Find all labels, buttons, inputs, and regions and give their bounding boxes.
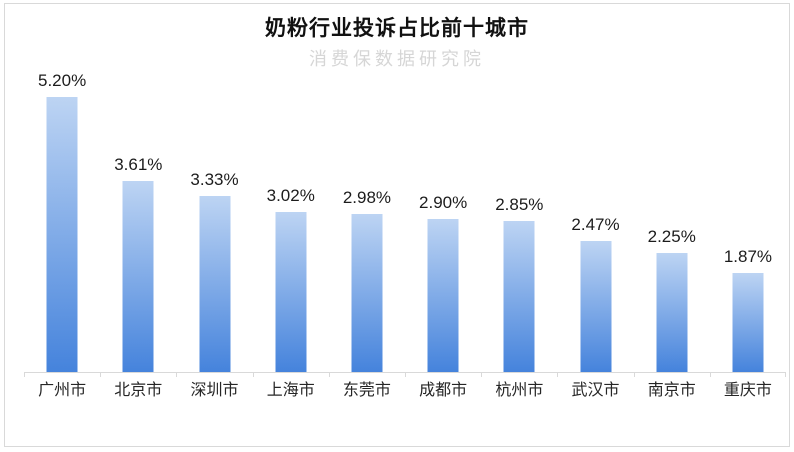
- bar: [275, 212, 307, 372]
- bar-group: 2.25%: [634, 97, 710, 372]
- bar-value-label: 2.47%: [571, 215, 620, 235]
- bar: [732, 273, 764, 372]
- bar-value-label: 3.33%: [190, 169, 239, 189]
- x-axis-label: 上海市: [266, 382, 315, 399]
- axis-tick: [24, 372, 25, 377]
- bar-value-label: 3.02%: [266, 186, 315, 206]
- axis-tick: [633, 372, 635, 377]
- x-axis-label: 武汉市: [571, 382, 620, 399]
- bar: [46, 97, 78, 372]
- plot-area: 5.20% 3.61% 3.33% 3.02% 2.98% 2.90% 2.85…: [24, 71, 786, 377]
- x-axis-label: 广州市: [38, 382, 87, 399]
- x-axis-labels: 广州市 北京市 深圳市 上海市 东莞市 成都市 杭州市 武汉市 南京市 重庆市: [24, 381, 786, 400]
- bar-group: 3.61%: [100, 97, 176, 372]
- axis-tick: [785, 372, 786, 377]
- axis-tick: [709, 372, 711, 377]
- x-axis-label: 北京市: [114, 382, 163, 399]
- bar: [427, 218, 459, 372]
- axis-tick: [405, 372, 406, 377]
- x-axis-label: 东莞市: [342, 382, 391, 399]
- bar-group: 5.20%: [24, 71, 100, 372]
- bar-value-label: 1.87%: [723, 247, 773, 267]
- bar: [580, 241, 612, 372]
- x-axis-label: 成都市: [419, 382, 468, 399]
- bar: [503, 221, 535, 372]
- bar-value-label: 5.20%: [38, 71, 87, 90]
- axis-tick: [557, 372, 559, 377]
- bar-group: 2.85%: [481, 97, 557, 372]
- x-axis-label: 杭州市: [495, 382, 544, 399]
- bar-group: 3.02%: [253, 97, 329, 372]
- bar: [199, 195, 230, 372]
- axis-tick: [100, 372, 102, 377]
- bar-value-label: 3.61%: [114, 155, 163, 175]
- axis-tick: [252, 372, 254, 377]
- x-axis-label: 南京市: [647, 382, 696, 399]
- axis-tick: [481, 372, 483, 377]
- bar-value-label: 2.85%: [495, 195, 544, 215]
- bar: [122, 181, 154, 372]
- axis-tick: [328, 372, 330, 377]
- bar-value-label: 2.90%: [419, 192, 468, 212]
- bar-group: 3.33%: [176, 97, 252, 372]
- bar-value-label: 2.98%: [342, 188, 392, 208]
- bar-group: 2.90%: [405, 97, 481, 372]
- bar-group: 1.87%: [710, 97, 786, 372]
- x-axis-label: 重庆市: [723, 382, 772, 399]
- bar-group: 2.47%: [557, 97, 633, 372]
- bar: [656, 253, 688, 372]
- x-axis-label: 深圳市: [190, 382, 239, 399]
- bar-group: 2.98%: [329, 97, 405, 372]
- axis-tick: [176, 372, 178, 377]
- bar-value-label: 2.25%: [647, 227, 696, 246]
- chart-title: 奶粉行业投诉占比前十城市: [265, 17, 529, 40]
- bar: [351, 214, 383, 372]
- watermark: 消费保数据研究院: [309, 49, 485, 70]
